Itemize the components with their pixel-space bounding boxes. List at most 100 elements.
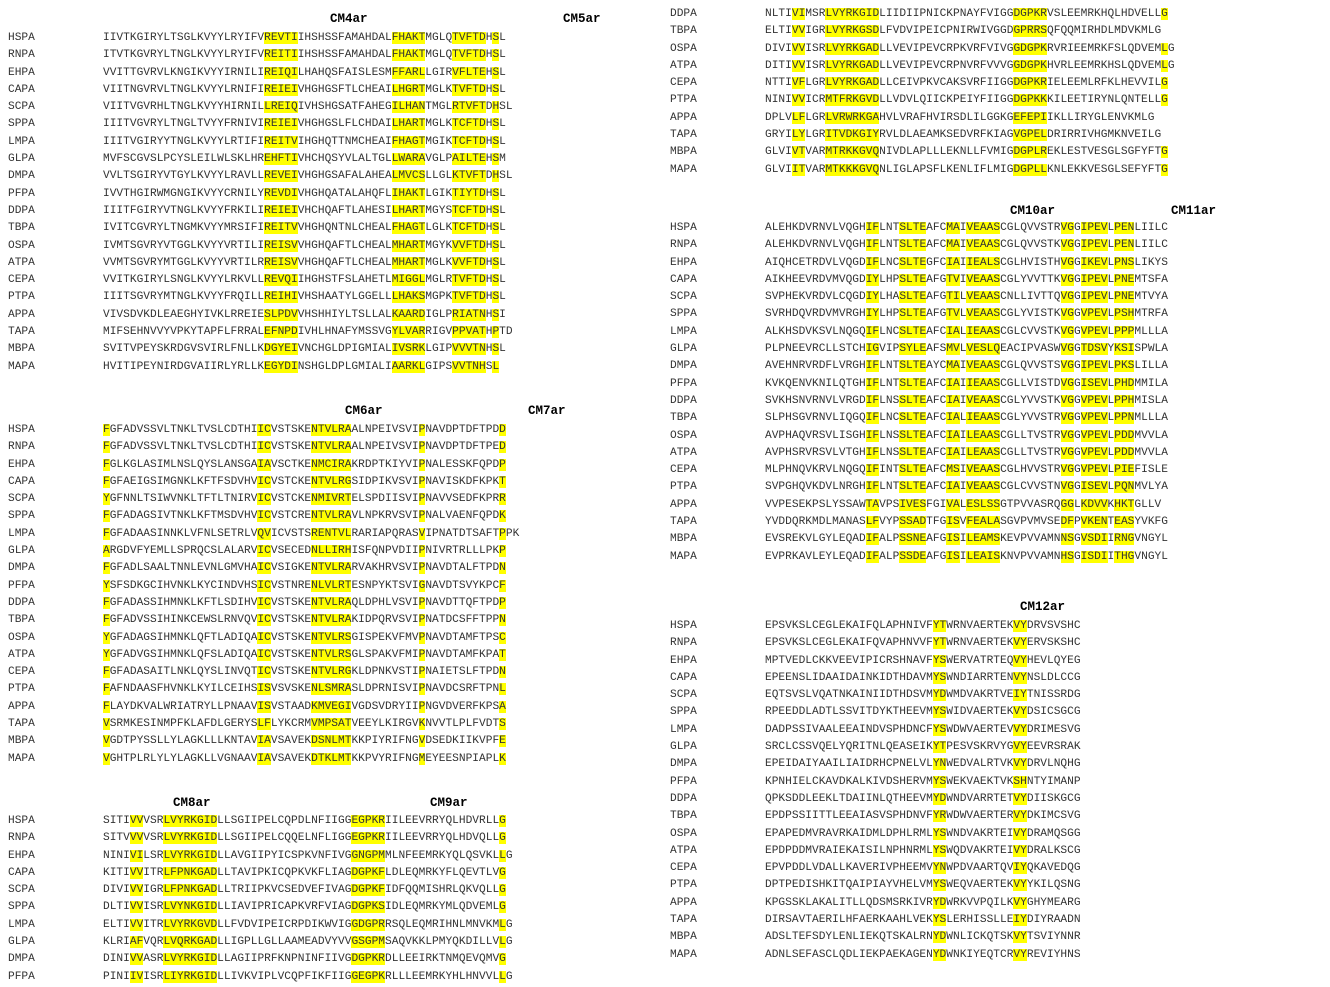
sequence: SVRHDQVRDVMVRGHIYLHPSLTEAFGTVLVEAASCGLYV… bbox=[765, 308, 1168, 321]
sequence: GLVIVTVARMTRKKGVQNIVDLAPLLLEKNLLFVMIGDGP… bbox=[765, 146, 1168, 159]
sequence: GRYILYLGRITVDKGIYRVLDLAEAMKSEDVRFKIAGVGP… bbox=[765, 129, 1162, 142]
sequence-row: RNPA ALEHKDVRNVLVQGHIFLNTSLTEAFCMAIVEAASC… bbox=[670, 237, 1168, 254]
sequence-row: MAPA VGHTPLRLYLYLAGKLLVGNAAVIAVSAVEKDTKLM… bbox=[8, 751, 519, 768]
species-name: LMPA bbox=[8, 135, 35, 148]
sequence: EPSVKSLCEGLEKAIFQLAPHNIVFYTWRNVAERTEKVYD… bbox=[765, 620, 1081, 632]
sequence-row: ATPA EPDPDDMVRAIEKAISILNPHNRMLYSWQDVAKRTE… bbox=[670, 843, 1081, 860]
sequence: NINIVILSRLVYRKGIDLLAVGIIPYICSPKVNFIVGGNG… bbox=[103, 849, 513, 862]
alignment-block-5: HSPA ALEHKDVRNVLVQGHIFLNTSLTEAFCMAIVEAASC… bbox=[670, 220, 1168, 566]
sequence: ALKHSDVKSVLNQGQIFLNCSLTEAFCIALIEAASCGLCV… bbox=[765, 325, 1168, 338]
sequence: EPEIDAIYAAILIAIDRHCPNELVLYNWEDVALRTVKVYD… bbox=[765, 758, 1081, 771]
species-name: PFPA bbox=[8, 579, 35, 592]
species-name: HSPA bbox=[8, 815, 35, 827]
sequence-row: PTPA FAFNDAASFHVNKLKYILCEIHSISVSVSKENLSMR… bbox=[8, 681, 519, 698]
sequence-row: CAPA VIITNGVRVLTNGLKVYYLRNIFIREIEIVHGHGSF… bbox=[8, 82, 513, 99]
species-name: CEPA bbox=[8, 666, 35, 679]
sequence-row: SPPA SVRHDQVRDVMVRGHIYLHPSLTEAFGTVLVEAASC… bbox=[670, 306, 1168, 323]
sequence: AIKHEEVRDVMVQGDIYLHPSLTEAFGTVIVEAASCGLYV… bbox=[765, 273, 1168, 286]
species-name: APPA bbox=[670, 896, 697, 909]
sequence-row: MBPA VGDTPYSSLLYLAGKLLLKNTAVIAVSAVEKDSNLM… bbox=[8, 733, 519, 750]
sequence: AVPHAQVRSVLISGHIFLNSSLTEAFCIAILEAASCGLLT… bbox=[765, 429, 1168, 442]
species-name: APPA bbox=[670, 111, 697, 124]
sequence-row: PFPA KPNHIELCKAVDKALKIVDSHERVMYSWEKVAEKTV… bbox=[670, 774, 1081, 791]
sequence: FGFADAASINNKLVFNLSETRLVQVICVSTSRENTVLRAR… bbox=[103, 527, 520, 540]
sequence-row: CEPA VVITKGIRYLSNGLKVYYLRKVLLREVQIIHGHSTF… bbox=[8, 272, 513, 289]
species-name: PFPA bbox=[670, 775, 697, 788]
sequence-row: OSPA DIVIVVISRLVYRKGADLLVEVIPEVCRPKVRFVIV… bbox=[670, 41, 1175, 58]
sequence-row: TBPA EPDPSSIITTLEEAIASVSPHDNVFYRWDWVAERTE… bbox=[670, 808, 1081, 825]
species-name: CAPA bbox=[8, 866, 35, 879]
sequence: ARGDVFYEMLLSPRQCSLALARVICVSECEDNLLIRHISF… bbox=[103, 545, 506, 558]
sequence-row: CAPA EPEENSLIDAAIDAINKIDTHDAVMYSWNDIARRTE… bbox=[670, 670, 1081, 687]
sequence-row: DDPA SVKHSNVRNVLVRGDIFLNSSLTEAFCIAIVEAASC… bbox=[670, 393, 1168, 410]
sequence: ELTIVVITRLVYRKGVDLLFVDVIPEICRPDIKWVIGGDG… bbox=[103, 918, 513, 931]
sequence-row: SPPA RPEEDDLADTLSSVITDYKTHEEVMYSWIDVAERTE… bbox=[670, 704, 1081, 721]
sequence: EPVPDDLVDALLKAVERIVPHEEMVYNWPDVAARTQVIYQ… bbox=[765, 862, 1081, 875]
sequence: PLPNEEVRCLLSTCHIGVIPSYLEAFSMVLVESLQEACIP… bbox=[765, 343, 1168, 356]
sequence: MVFSCGVSLPCYSLEILWLSKLHREHFTIVHCHQSYVLAL… bbox=[103, 153, 506, 166]
sequence-row: CAPA FGFAEIGSIMGNKLKFTFSDVHVICVSTCKENTVLR… bbox=[8, 474, 519, 491]
species-name: TAPA bbox=[670, 914, 697, 927]
sequence: FAFNDAASFHVNKLKYILCEIHSISVSVSKENLSMRASLD… bbox=[103, 683, 506, 696]
sequence: VVLTSGIRYVTGYLKVYYLRAVLLREVEIVHGHGSAFALA… bbox=[103, 170, 513, 183]
sequence: FGFADASAITLNKLQYSLINVQTICVSTSKENTVLRGKLD… bbox=[103, 666, 506, 679]
motif-label-cm4ar: CM4ar bbox=[330, 12, 368, 26]
species-name: DDPA bbox=[670, 394, 697, 407]
sequence-row: SCPA SVPHEKVRDVLCQGDIYLHASLTEAFGTILVEAASC… bbox=[670, 289, 1168, 306]
sequence: FGFAEIGSIMGNKLKFTFSDVHVICVSTCKENTVLRGSID… bbox=[103, 475, 506, 488]
species-name: HSPA bbox=[670, 620, 697, 632]
alignment-block-6: HSPA EPSVKSLCEGLEKAIFQLAPHNIVFYTWRNVAERTE… bbox=[670, 618, 1081, 964]
sequence-row: DDPA QPKSDDLEEKLTDAIINLQTHEEVMYDWNDVARRTE… bbox=[670, 791, 1081, 808]
sequence: SITIVVVSRLVYRKGIDLLSGIIPELCQPDLNFIIGGEGP… bbox=[103, 815, 506, 827]
species-name: OSPA bbox=[8, 631, 35, 644]
species-name: CEPA bbox=[8, 274, 35, 287]
sequence-row: TAPA GRYILYLGRITVDKGIYRVLDLAEAMKSEDVRFKIA… bbox=[670, 127, 1175, 144]
species-name: DMPA bbox=[8, 562, 35, 575]
species-name: SPPA bbox=[670, 308, 697, 321]
sequence-row: TAPA YVDDQRKMDLMANASLFVYPSSADTFGISVFEALAS… bbox=[670, 514, 1168, 531]
species-name: EHPA bbox=[670, 654, 697, 667]
species-name: ATPA bbox=[670, 844, 697, 857]
species-name: CEPA bbox=[670, 464, 697, 477]
sequence: DPLVLFLGRLVRWRKGAHVLVRAFHVIRSDLILGGKGEFE… bbox=[765, 111, 1155, 124]
sequence-rows: HSPA IIVTKGIRYLTSGLKVYYLRYIFVREVTIIHSHSSF… bbox=[8, 30, 513, 376]
species-name: SCPA bbox=[8, 884, 35, 897]
sequence: DIVIVVISRLVYRKGADLLVEVIPEVCRPKVRFVIVGGDG… bbox=[765, 42, 1175, 55]
species-name: HSPA bbox=[8, 32, 35, 44]
species-name: MBPA bbox=[670, 931, 697, 944]
sequence-row: DDPA NLTIVIMSRLVYRKGIDLIIDIIPNICKPNAYFVIG… bbox=[670, 6, 1175, 23]
sequence-row: ATPA VVMTSGVRYMTGGLKVYYVRTILRREISVVHGHQAF… bbox=[8, 255, 513, 272]
species-name: CAPA bbox=[8, 83, 35, 96]
species-name: MAPA bbox=[670, 163, 697, 176]
sequence-row: PTPA NINIVVICRMTFRKGVDLLVDVLQIICKPEIYFIIG… bbox=[670, 92, 1175, 109]
sequence: AIQHCETRDVLVQGDIFLNCSLTEGFCIAIIEALSCGLHV… bbox=[765, 256, 1168, 269]
sequence-row: OSPA EPAPEDMVRAVRKAIDMLDPHLRMLYSWNDVAKRTE… bbox=[670, 826, 1081, 843]
sequence-row: GLPA ARGDVFYEMLLSPRQCSLALARVICVSECEDNLLIR… bbox=[8, 543, 519, 560]
sequence: HVITIPEYNIRDGVAIIRLYRLLKEGYDINSHGLDPLGMI… bbox=[103, 360, 500, 373]
species-name: SPPA bbox=[8, 118, 35, 131]
sequence-row: OSPA AVPHAQVRSVLISGHIFLNSSLTEAFCIAILEAASC… bbox=[670, 428, 1168, 445]
sequence: AVEHNRVRDFLVRGHIFLNTSLTEAYCMAIVEAASCGLQV… bbox=[765, 360, 1168, 373]
species-name: TBPA bbox=[670, 810, 697, 823]
sequence: KVKQENVKNILQTGHIFLNTSLTEAFCIAIIEAASCGLLV… bbox=[765, 377, 1168, 390]
species-name: DDPA bbox=[670, 792, 697, 805]
sequence-row: DMPA FGFADLSAALTNNLEVNLGMVHAICVSIGKENTVLR… bbox=[8, 560, 519, 577]
sequence: NLTIVIMSRLVYRKGIDLIIDIIPNICKPNAYFVIGGDGP… bbox=[765, 8, 1168, 20]
sequence: FGFADAGSIVTNKLKFTMSDVHVICVSTCRENTVLRAVLN… bbox=[103, 510, 506, 523]
sequence: SITVVVVSRLVYRKGIDLLSGIIPELCQQELNFLIGGEGP… bbox=[103, 832, 506, 845]
species-name: MAPA bbox=[8, 360, 35, 373]
species-name: GLPA bbox=[670, 741, 697, 754]
species-name: PFPA bbox=[8, 970, 35, 983]
sequence: YGFADAGSIHMNKLQFTLADIQAICVSTSKENTVLRSGIS… bbox=[103, 631, 506, 644]
sequence-row: CEPA NTTIVFLGRLVYRKGADLLCEIVPKVCAKSVRFIIG… bbox=[670, 75, 1175, 92]
species-name: SCPA bbox=[8, 493, 35, 506]
species-name: PTPA bbox=[670, 879, 697, 892]
sequence-row: APPA KPGSSKLAKALITLLQDSMSRKIVRYDWRKVVPQIL… bbox=[670, 895, 1081, 912]
sequence: VVITTGVRVLKNGIKVYYIRNILIREIQILHAHQSFAISL… bbox=[103, 66, 506, 79]
sequence: QPKSDDLEEKLTDAIINLQTHEEVMYDWNDVARRTETVYD… bbox=[765, 792, 1081, 805]
species-name: SPPA bbox=[8, 510, 35, 523]
species-name: CAPA bbox=[8, 475, 35, 488]
sequence-row: PFPA PINIIVISRLIYRKGIDLLIVKVIPLVCQPFIKFII… bbox=[8, 969, 513, 986]
sequence: DIVIVVIGRLFPNKGADLLTRIIPKVCSEDVEFIVAGDGP… bbox=[103, 884, 506, 897]
sequence-row: LMPA DADPSSIVAALEEAINDVSPHDNCFYSWDWVAERTE… bbox=[670, 722, 1081, 739]
